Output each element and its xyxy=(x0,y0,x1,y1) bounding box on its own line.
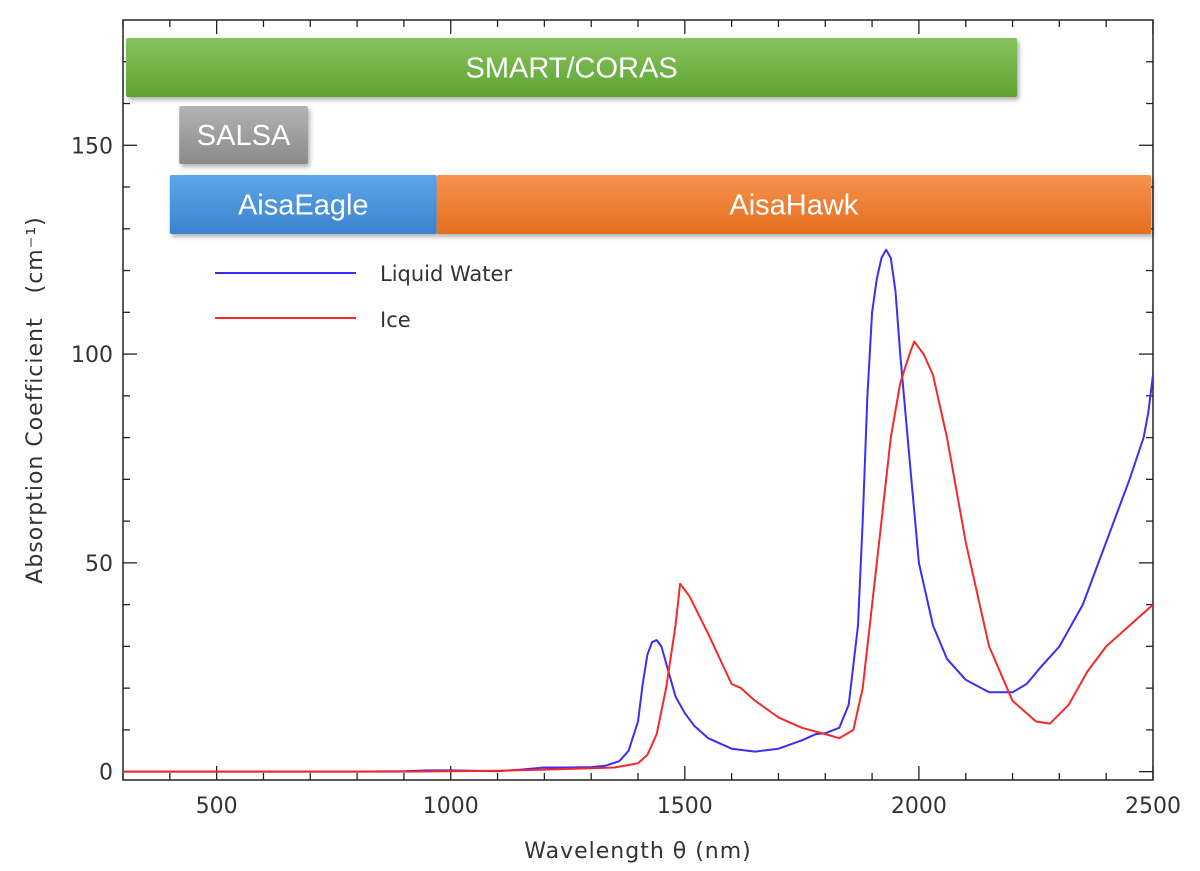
y-axis-title-unit: (cm⁻¹) xyxy=(23,216,48,293)
band-rect-aisaeagle xyxy=(169,175,437,234)
x-tick-label: 2500 xyxy=(1125,794,1181,819)
y-tick-label: 100 xyxy=(71,343,113,368)
y-axis-title: Absorption Coefficient (cm⁻¹) xyxy=(23,216,48,583)
y-tick-label: 0 xyxy=(99,761,113,786)
band-salsa: SALSA xyxy=(179,106,308,164)
x-tick-label: 2000 xyxy=(891,794,947,819)
band-label-smart-coras: SMART/CORAS xyxy=(466,53,678,85)
legend-label-ice: Ice xyxy=(380,308,411,332)
band-rect-salsa xyxy=(179,106,308,164)
band-label-salsa: SALSA xyxy=(197,120,291,152)
x-tick-label: 1000 xyxy=(423,794,479,819)
band-rect-aisahawk xyxy=(436,175,1151,234)
x-tick-labels: 500 1000 1500 2000 2500 xyxy=(196,794,1181,819)
band-smart-coras: SMART/CORAS xyxy=(126,38,1018,97)
y-axis-title-text: Absorption Coefficient xyxy=(23,317,48,583)
y-tick-label: 50 xyxy=(85,552,113,577)
x-tick-label: 1500 xyxy=(657,794,713,819)
legend-label-liquid-water: Liquid Water xyxy=(380,262,512,286)
x-axis-title: Wavelength θ (nm) xyxy=(524,839,752,864)
y-tick-label: 150 xyxy=(71,134,113,159)
instrument-bands: SMART/CORAS SALSA AisaEagle AisaHawk xyxy=(126,38,1151,234)
band-aisaeagle: AisaEagle xyxy=(169,175,437,234)
legend: Liquid Water Ice xyxy=(215,262,512,332)
band-label-aisaeagle: AisaEagle xyxy=(238,190,369,222)
band-label-aisahawk: AisaHawk xyxy=(729,190,858,222)
band-aisahawk: AisaHawk xyxy=(436,175,1151,234)
series-lines xyxy=(123,248,1153,773)
axis-ticks xyxy=(122,20,1154,780)
x-tick-label: 500 xyxy=(196,794,238,819)
y-tick-labels: 0 50 100 150 xyxy=(71,134,113,785)
band-rect-smart-coras xyxy=(126,38,1018,97)
series-line-ice xyxy=(123,340,1153,773)
series-line-liquid-water xyxy=(123,248,1153,773)
